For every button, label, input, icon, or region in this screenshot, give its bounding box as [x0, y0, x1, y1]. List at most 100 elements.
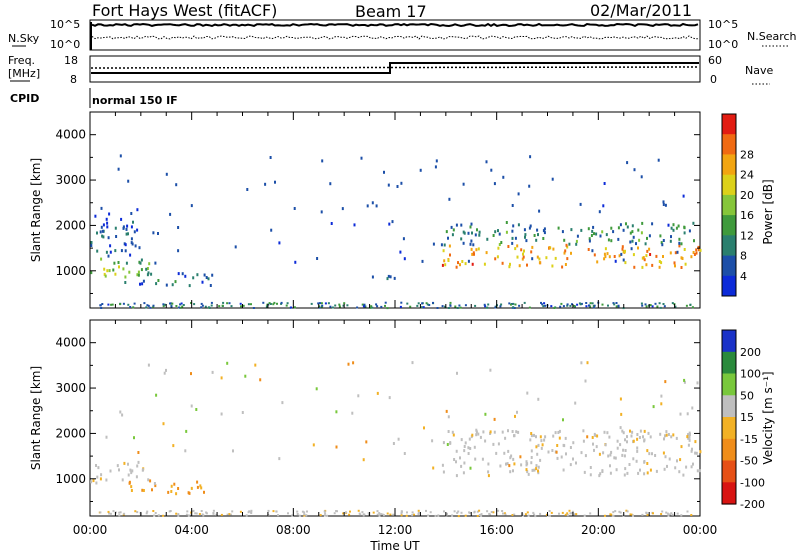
velocity-cell [228, 513, 231, 516]
velocity-cell [670, 435, 673, 439]
power-cell [101, 303, 104, 305]
velocity-cell [524, 513, 527, 516]
power-cell [459, 263, 461, 267]
power-colorbar-swatch [722, 215, 736, 236]
velocity-cell [534, 515, 537, 518]
velocity-cell [667, 514, 670, 517]
power-cell [524, 235, 526, 239]
velocity-cell [566, 512, 569, 515]
velocity-cell [97, 466, 100, 470]
velocity-cell [118, 514, 121, 517]
velocity-cell [513, 434, 516, 438]
power-cell [114, 249, 117, 253]
velocity-cell [137, 451, 140, 454]
x-tick-label: 20:00 [581, 523, 616, 537]
power-cell [610, 239, 613, 243]
velocity-cell [250, 509, 253, 512]
velocity-cell [400, 512, 403, 515]
power-cell [107, 236, 110, 240]
velocity-cell [121, 413, 124, 417]
velocity-cell [201, 513, 204, 516]
power-cell [178, 306, 181, 309]
velocity-cell [254, 363, 257, 367]
power-cell [579, 202, 582, 206]
velocity-cell [652, 405, 655, 409]
velocity-cell [552, 434, 555, 438]
power-cell [316, 257, 319, 260]
power-cell [592, 225, 595, 229]
velocity-cell [460, 438, 463, 442]
power-cell [96, 249, 99, 253]
velocity-cell [665, 430, 668, 434]
velocity-cell [678, 470, 681, 474]
velocity-cell [154, 512, 157, 514]
velocity-cell [535, 464, 538, 468]
velocity-cell [463, 445, 466, 448]
power-cell [626, 225, 629, 229]
power-cell [380, 305, 383, 308]
velocity-cell [425, 509, 427, 512]
velocity-cell [417, 513, 420, 515]
power-cell [127, 232, 129, 236]
power-cell [280, 301, 283, 304]
velocity-cell [406, 511, 408, 514]
power-cell [683, 248, 686, 251]
power-cell [434, 165, 437, 169]
power-cell [571, 303, 573, 306]
power-cell [113, 261, 116, 265]
power-cell [499, 305, 502, 308]
power-cell [494, 257, 497, 261]
power-cell [102, 235, 105, 239]
power-cell [442, 249, 445, 253]
velocity-cell [525, 460, 528, 464]
power-cell [207, 306, 210, 309]
velocity-cell [626, 440, 628, 444]
power-cell [276, 302, 278, 305]
power-cell [146, 273, 149, 277]
power-cell [566, 303, 569, 306]
power-cell [575, 239, 578, 243]
power-cell [114, 272, 117, 276]
power-cell [239, 302, 242, 305]
power-colorbar-tick: 28 [740, 148, 754, 161]
power-cell [591, 229, 594, 233]
power-cell [592, 306, 595, 309]
power-cell [645, 263, 648, 267]
power-cell [201, 280, 204, 284]
power-cell [512, 306, 515, 309]
velocity-cell [489, 432, 492, 435]
velocity-cell [127, 462, 129, 466]
velocity-cell [675, 436, 678, 440]
velocity-colorbar-label: Velocity [m s⁻¹] [761, 371, 775, 464]
velocity-cell [445, 514, 448, 517]
power-cell [523, 301, 526, 304]
power-cell [642, 256, 645, 260]
velocity-cell [643, 472, 646, 476]
power-cell [629, 231, 632, 235]
power-cell [587, 248, 590, 251]
velocity-cell [468, 511, 471, 514]
power-cell [575, 242, 578, 246]
power-colorbar-tick: 20 [740, 189, 754, 202]
power-cell [100, 257, 103, 261]
velocity-cell [497, 442, 500, 446]
velocity-cell [664, 434, 666, 438]
nave-right-tick-top: 60 [708, 54, 722, 67]
cpid-value: normal 150 IF [92, 94, 178, 107]
power-cell [662, 203, 665, 206]
velocity-cell [169, 510, 172, 512]
power-cell [497, 246, 500, 250]
velocity-cell [303, 513, 306, 516]
power-cell [252, 307, 255, 309]
velocity-cell [516, 410, 518, 414]
power-cell [364, 305, 367, 308]
velocity-cell [167, 490, 170, 494]
power-cell [262, 301, 265, 304]
velocity-cell [392, 513, 395, 516]
power-cell [593, 253, 596, 257]
freq-label: Freq. [8, 54, 35, 67]
power-cell [505, 221, 508, 224]
power-cell [604, 247, 607, 251]
power-cell [462, 230, 465, 234]
velocity-cell [537, 471, 540, 475]
